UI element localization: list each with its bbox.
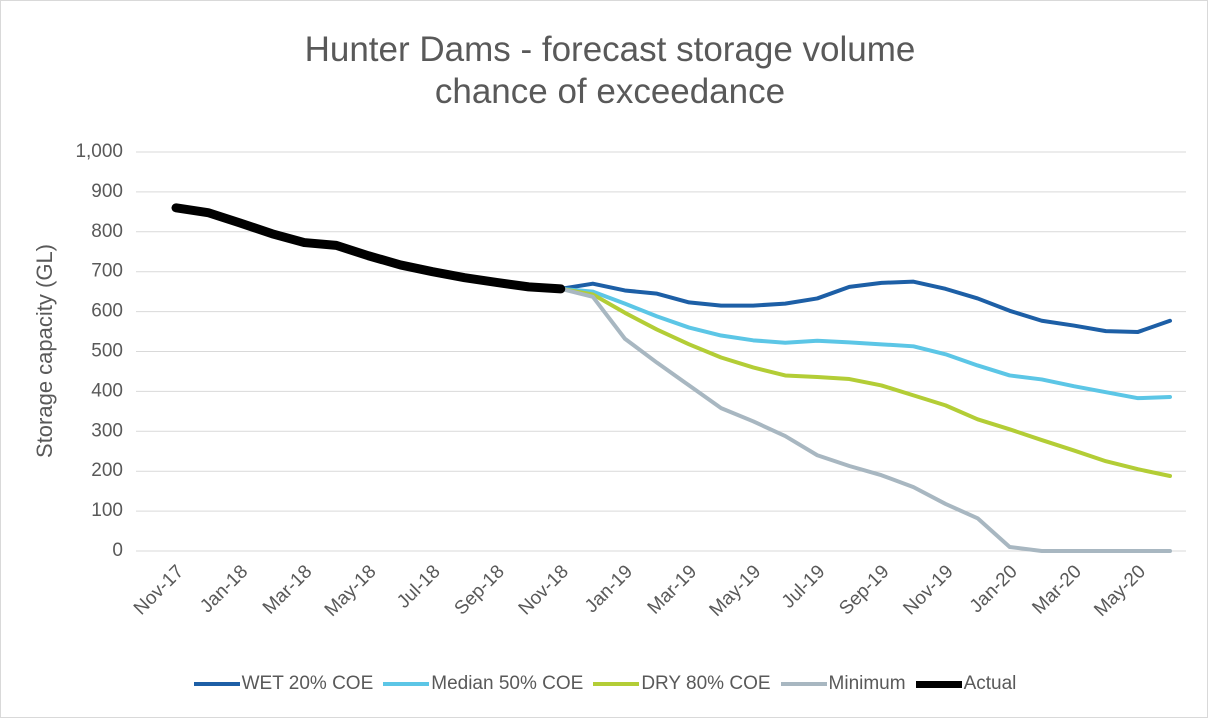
y-tick-label: 400: [91, 380, 123, 401]
legend-item: DRY 80% COE: [593, 673, 771, 695]
y-tick-label: 100: [91, 500, 123, 521]
legend-label: DRY 80% COE: [641, 673, 771, 694]
y-tick-label: 800: [91, 221, 123, 242]
x-tick-label: May-19: [706, 561, 766, 621]
x-tick-label: Nov-18: [515, 561, 573, 619]
x-tick-label: Mar-18: [259, 561, 316, 618]
x-tick-label: Mar-20: [1028, 561, 1085, 618]
chart-title: Hunter Dams - forecast storage volume ch…: [304, 30, 916, 111]
legend-label: Actual: [963, 673, 1017, 694]
series-line: [558, 286, 1172, 478]
legend-label: WET 20% COE: [241, 673, 374, 694]
y-tick-label: 600: [91, 301, 123, 322]
x-tick-label: Nov-17: [130, 561, 188, 619]
legend-item: Median 50% COE: [383, 673, 583, 695]
y-tick-label: 300: [91, 420, 123, 441]
x-tick-label: Jan-19: [581, 561, 637, 617]
x-tick-label: Sep-19: [835, 561, 893, 619]
y-tick-label: 500: [91, 341, 123, 362]
y-tick-label: 0: [112, 540, 123, 561]
y-tick-label: 1,000: [75, 141, 123, 162]
series-line: [558, 279, 1172, 334]
x-tick-label: Mar-19: [644, 561, 701, 618]
series-line: [558, 286, 1172, 553]
y-tick-label: 900: [91, 181, 123, 202]
legend-label: Minimum: [828, 673, 906, 694]
x-tick-label: May-20: [1090, 561, 1150, 621]
y-tick-label: 200: [91, 460, 123, 481]
y-axis-label: Storage capacity (GL): [32, 244, 57, 458]
x-tick-label: May-18: [321, 561, 381, 621]
legend-item: Minimum: [780, 673, 906, 695]
series-line: [171, 203, 566, 294]
x-tick-label: Jul-18: [393, 561, 444, 612]
y-tick-label: 700: [91, 261, 123, 282]
legend-swatch: [915, 680, 962, 688]
series-line: [558, 286, 1172, 401]
legend-swatch: [193, 682, 240, 686]
x-tick-label: Jan-20: [966, 561, 1022, 617]
legend-item: WET 20% COE: [193, 673, 374, 695]
legend-swatch: [780, 682, 827, 686]
x-tick-label: Jul-19: [778, 561, 829, 612]
legend-item: Actual: [915, 673, 1017, 695]
x-tick-label: Jan-18: [196, 561, 252, 617]
legend-swatch: [383, 682, 430, 686]
legend: WET 20% COE Median 50% COE DRY 80% COE Mini…: [1, 673, 1207, 695]
x-tick-label: Sep-18: [451, 561, 509, 619]
legend-label: Median 50% COE: [431, 673, 584, 694]
x-tick-label: Nov-19: [899, 561, 957, 619]
legend-swatch: [593, 682, 640, 686]
